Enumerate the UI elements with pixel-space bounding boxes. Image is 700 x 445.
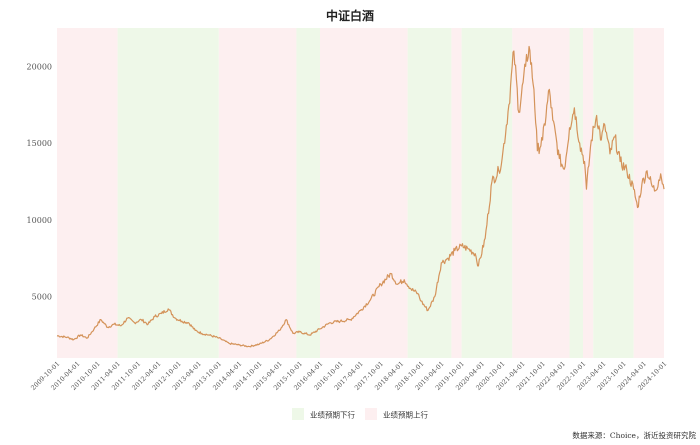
- shaded-region-down: [296, 28, 321, 358]
- shaded-region-up: [320, 28, 408, 358]
- shaded-region-up: [57, 28, 118, 358]
- chart-title: 中证白酒: [326, 8, 374, 23]
- shaded-region-up: [512, 28, 570, 358]
- source-note: 数据来源：Choice，浙近投资研究院: [572, 430, 696, 440]
- legend-label: 业绩预期上行: [383, 410, 428, 420]
- shaded-region-down: [593, 28, 634, 358]
- shaded-region-down: [407, 28, 452, 358]
- legend: 业绩预期下行 业绩预期上行: [292, 408, 428, 420]
- y-tick-label: 15000: [27, 139, 52, 148]
- legend-swatch: [365, 408, 377, 420]
- shaded-regions: [57, 28, 664, 358]
- y-axis: 5000 10000 15000 20000: [27, 62, 52, 301]
- shaded-region-up: [583, 28, 594, 358]
- y-tick-label: 5000: [32, 293, 52, 302]
- shaded-region-up: [451, 28, 462, 358]
- legend-swatch: [292, 408, 304, 420]
- series-line: [56, 45, 665, 348]
- series-layer: [56, 45, 665, 348]
- y-tick-label: 10000: [27, 216, 52, 225]
- x-axis: 2009-10-012010-04-012010-10-012011-04-01…: [29, 360, 668, 392]
- y-tick-label: 20000: [27, 62, 52, 71]
- shaded-region-up: [633, 28, 664, 358]
- legend-label: 业绩预期下行: [310, 410, 355, 420]
- shaded-region-down: [117, 28, 219, 358]
- shaded-region-up: [218, 28, 297, 358]
- shaded-region-down: [461, 28, 513, 358]
- shaded-region-down: [569, 28, 584, 358]
